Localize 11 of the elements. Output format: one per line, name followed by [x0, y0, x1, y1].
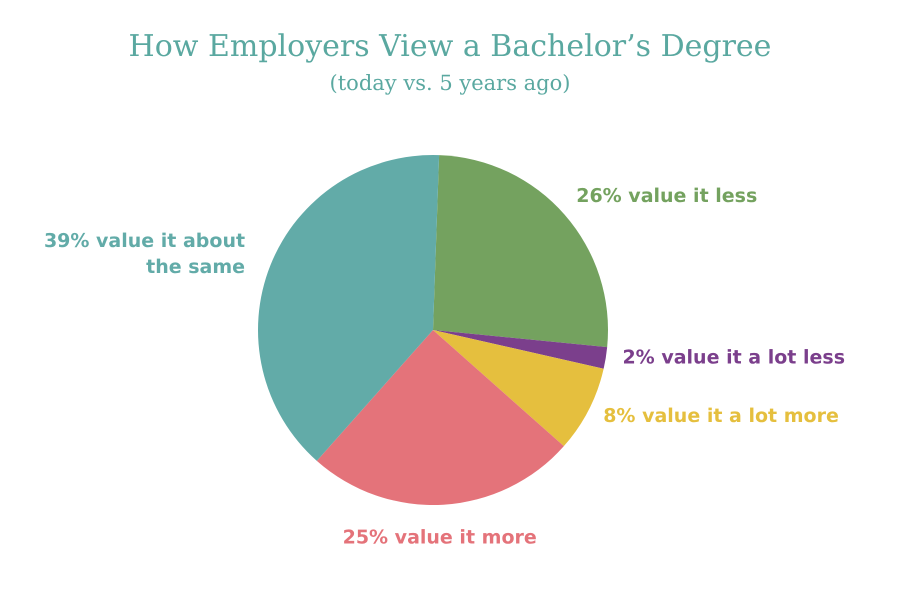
chart-title: How Employers View a Bachelor’s Degree: [128, 29, 772, 64]
slice-label: 39% value it about the same: [44, 230, 246, 278]
pie-slice: [433, 330, 604, 446]
slice-label: 2% value it a lot less: [622, 346, 846, 368]
pie-slice: [316, 330, 564, 505]
pie-slice: [258, 155, 440, 461]
slice-label: 8% value it a lot more: [603, 405, 839, 428]
pie-slice: [433, 330, 608, 369]
slice-label: 26% value it less: [576, 185, 758, 208]
slice-label: 25% value it more: [342, 526, 537, 549]
chart-subtitle: (today vs. 5 years ago): [330, 71, 570, 95]
